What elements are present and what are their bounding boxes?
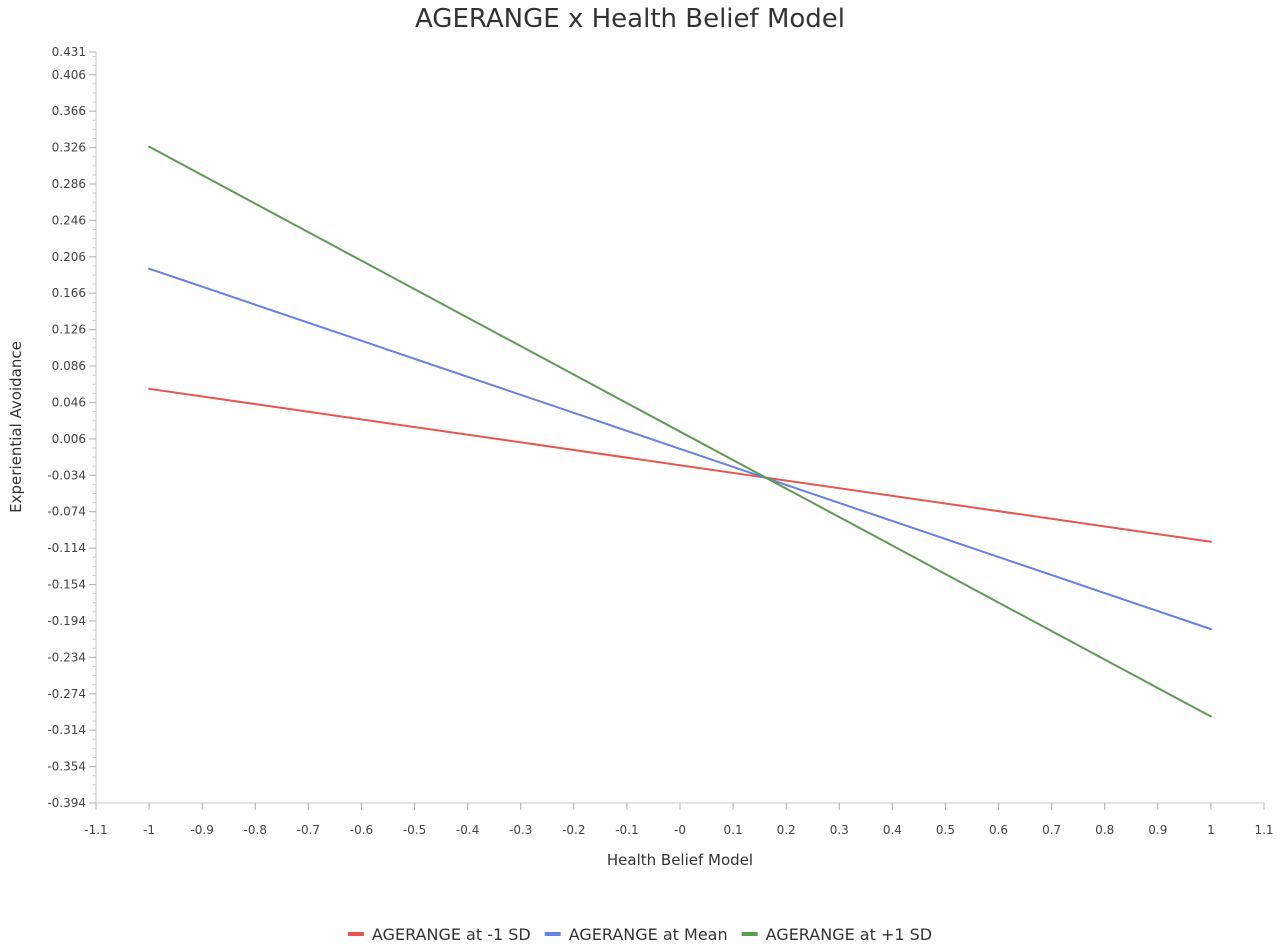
y-tick-label: 0.326 xyxy=(52,141,86,155)
y-tick-label: -0.114 xyxy=(47,541,86,555)
x-tick-label: -0.8 xyxy=(244,823,267,837)
x-axis-title: Health Belief Model xyxy=(607,851,753,869)
legend: AGERANGE at -1 SD AGERANGE at Mean AGERANG… xyxy=(347,925,932,944)
y-tick-label: 0.166 xyxy=(52,286,86,300)
x-tick-label: 0.7 xyxy=(1042,823,1061,837)
series-line-3 xyxy=(148,145,1212,718)
y-tick-label: -0.234 xyxy=(47,650,86,664)
y-axis-title: Experiential Avoidance xyxy=(7,341,25,513)
x-tick-label: 0.1 xyxy=(724,823,743,837)
x-tick-label: -0.7 xyxy=(297,823,320,837)
legend-item: AGERANGE at Mean xyxy=(544,925,728,944)
x-axis: -1.1 -1 -0.9 -0.8 -0.7 -0.6 -0.5 -0.4 -0.3 -0.2 -0… xyxy=(84,802,1274,837)
x-tick-label: -1 xyxy=(143,823,155,837)
x-tick-label: -0.5 xyxy=(403,823,426,837)
x-tick-label: -0.1 xyxy=(615,823,638,837)
y-tick-label: 0.431 xyxy=(52,45,86,59)
y-tick-label: 0.246 xyxy=(52,213,86,227)
x-tick-label: -0.2 xyxy=(562,823,585,837)
y-tick-label: 0.086 xyxy=(52,359,86,373)
x-tick-label: 0.5 xyxy=(936,823,955,837)
legend-label: AGERANGE at +1 SD xyxy=(766,925,932,944)
y-tick-label: -0.354 xyxy=(47,760,86,774)
y-tick-label: 0.046 xyxy=(52,395,86,409)
x-tick-label: -0.6 xyxy=(350,823,373,837)
legend-label: AGERANGE at -1 SD xyxy=(372,925,531,944)
series-layer xyxy=(148,145,1212,718)
y-tick-label: 0.206 xyxy=(52,250,86,264)
x-tick-label: -0.3 xyxy=(509,823,532,837)
y-tick-label: -0.314 xyxy=(47,723,86,737)
x-tick-label: -1.1 xyxy=(84,823,107,837)
y-tick-label: -0.394 xyxy=(47,796,86,810)
x-tick-label: 1.1 xyxy=(1254,823,1273,837)
x-tick-label: -0 xyxy=(674,823,686,837)
x-tick-label: 1 xyxy=(1207,823,1215,837)
y-tick-label: -0.194 xyxy=(47,614,86,628)
y-axis: 0.431 0.406 0.366 0.326 0.286 0.246 0.206 0.166… xyxy=(47,45,97,810)
x-tick-label: 0.3 xyxy=(830,823,849,837)
y-tick-label: -0.074 xyxy=(47,505,86,519)
chart-title: AGERANGE x Health Belief Model xyxy=(415,4,845,34)
x-tick-label: 0.4 xyxy=(883,823,902,837)
series-line-2 xyxy=(148,267,1212,631)
y-tick-label: -0.154 xyxy=(47,578,86,592)
x-tick-label: -0.4 xyxy=(456,823,479,837)
y-tick-label: 0.006 xyxy=(52,432,86,446)
y-tick-label: 0.286 xyxy=(52,177,86,191)
x-tick-label: 0.8 xyxy=(1095,823,1114,837)
x-tick-label: 0.2 xyxy=(777,823,796,837)
y-tick-label: -0.034 xyxy=(47,468,86,482)
y-tick-label: 0.126 xyxy=(52,323,86,337)
legend-item: AGERANGE at +1 SD xyxy=(741,925,932,944)
x-tick-label: 0.6 xyxy=(989,823,1008,837)
legend-item: AGERANGE at -1 SD xyxy=(347,925,531,944)
y-tick-label: 0.366 xyxy=(52,104,86,118)
y-tick-label: -0.274 xyxy=(47,687,86,701)
series-line-1 xyxy=(148,387,1212,543)
x-tick-label: 0.9 xyxy=(1148,823,1167,837)
y-tick-label: 0.406 xyxy=(52,68,86,82)
legend-label: AGERANGE at Mean xyxy=(569,925,728,944)
x-tick-label: -0.9 xyxy=(190,823,213,837)
